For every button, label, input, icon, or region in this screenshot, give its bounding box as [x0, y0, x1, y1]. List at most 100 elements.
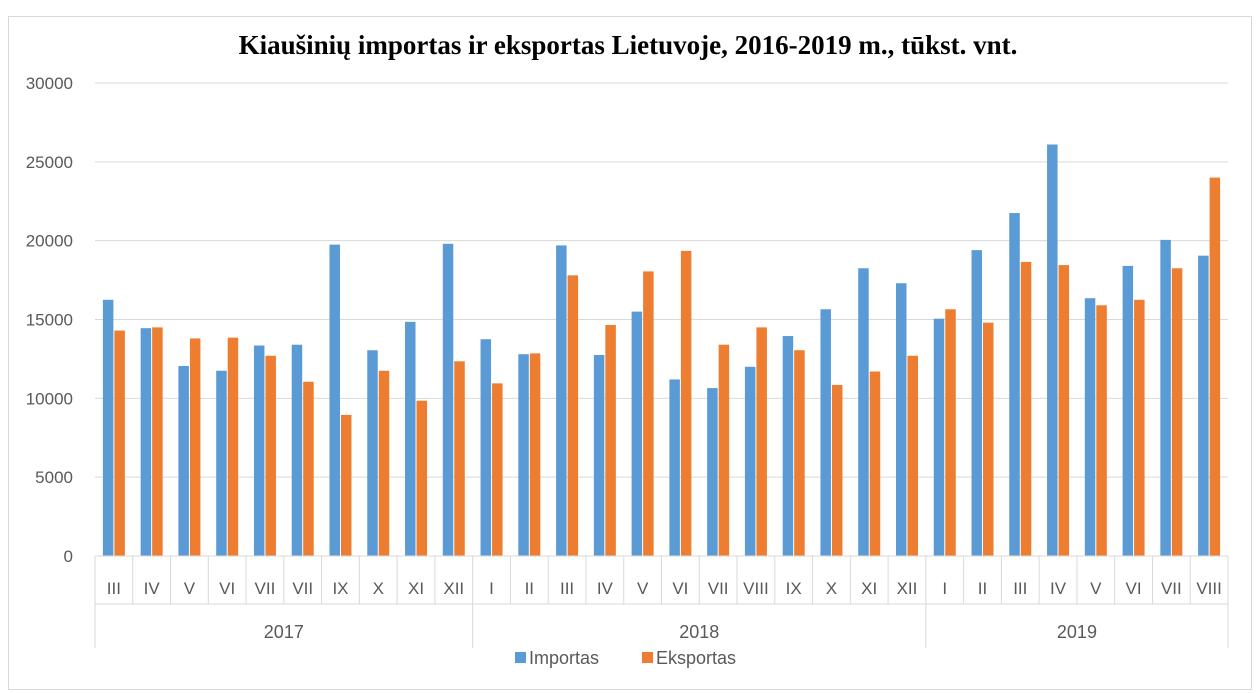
category-label: X	[826, 579, 837, 598]
bar-importas	[933, 318, 945, 556]
category-label: II	[525, 579, 534, 598]
bar-eksportas	[340, 414, 352, 556]
bar-importas	[216, 370, 227, 556]
bar-eksportas	[567, 275, 579, 556]
category-label: IV	[597, 579, 614, 598]
chart-frame	[8, 16, 1252, 690]
bar-eksportas	[718, 344, 730, 556]
legend-swatch-eksportas	[642, 652, 653, 663]
bar-importas	[442, 243, 454, 556]
category-label: X	[373, 579, 384, 598]
category-label: I	[942, 579, 947, 598]
year-group-label: 2018	[679, 622, 719, 642]
category-label: IV	[144, 579, 161, 598]
bar-importas	[480, 339, 492, 556]
bar-importas	[1160, 239, 1171, 556]
category-label: XI	[861, 579, 877, 598]
bar-eksportas	[794, 350, 805, 556]
bar-eksportas	[227, 337, 239, 556]
bar-importas	[140, 328, 152, 556]
bar-eksportas	[1209, 177, 1221, 556]
category-label: V	[1090, 579, 1102, 598]
category-label: II	[978, 579, 987, 598]
category-label: VIII	[743, 579, 769, 598]
y-tick-label: 30000	[26, 74, 73, 93]
category-label: VI	[219, 579, 235, 598]
bar-eksportas	[1171, 268, 1183, 556]
bar-eksportas	[907, 355, 918, 556]
bar-eksportas	[756, 327, 767, 556]
bar-eksportas	[189, 338, 201, 556]
chart-title: Kiaušinių importas ir eksportas Lietuvoj…	[238, 30, 1018, 60]
category-label: V	[637, 579, 649, 598]
bar-eksportas	[529, 353, 541, 556]
category-label: VII	[1161, 579, 1182, 598]
category-label: I	[489, 579, 494, 598]
bar-importas	[707, 388, 718, 556]
bar-eksportas	[1058, 265, 1070, 556]
bar-eksportas	[1134, 299, 1145, 556]
bar-importas	[1009, 213, 1020, 556]
bar-importas	[102, 299, 114, 556]
bar-importas	[895, 283, 907, 556]
bar-eksportas	[378, 370, 390, 556]
bar-importas	[669, 379, 680, 556]
bar-importas	[1047, 144, 1058, 557]
bar-eksportas	[114, 330, 125, 556]
bar-importas	[593, 354, 605, 556]
category-label: VII	[708, 579, 729, 598]
category-label: XII	[443, 579, 464, 598]
bar-eksportas	[643, 271, 654, 556]
y-tick-label: 10000	[26, 389, 73, 408]
bar-importas	[178, 366, 189, 556]
bar-importas	[858, 268, 869, 556]
bar-importas	[782, 336, 794, 556]
bar-importas	[518, 354, 529, 556]
legend: Importas Eksportas	[515, 648, 736, 668]
bar-eksportas	[983, 322, 994, 556]
bar-importas	[631, 311, 643, 556]
y-tick-label: 0	[64, 547, 73, 566]
bar-eksportas	[303, 381, 314, 556]
category-label: VII	[255, 579, 276, 598]
bar-importas	[556, 245, 567, 556]
y-tick-label: 20000	[26, 232, 73, 251]
bar-importas	[291, 344, 303, 556]
bar-importas	[405, 321, 416, 556]
bar-eksportas	[680, 250, 692, 557]
bar-eksportas	[416, 400, 428, 556]
category-label: V	[184, 579, 196, 598]
year-group-label: 2017	[264, 622, 304, 642]
category-label: IX	[786, 579, 802, 598]
bar-importas	[329, 244, 340, 556]
bar-eksportas	[869, 371, 881, 556]
legend-label-eksportas: Eksportas	[656, 648, 736, 668]
bar-importas	[820, 309, 831, 556]
bar-importas	[971, 250, 983, 557]
category-label: XI	[408, 579, 424, 598]
year-group-label: 2019	[1057, 622, 1097, 642]
bar-importas	[1084, 298, 1096, 556]
y-tick-label: 25000	[26, 153, 73, 172]
y-tick-label: 15000	[26, 311, 73, 330]
category-label: III	[107, 579, 121, 598]
bar-eksportas	[945, 309, 956, 556]
category-label: VIII	[1196, 579, 1222, 598]
bar-eksportas	[265, 355, 276, 556]
bar-importas	[253, 345, 265, 556]
category-label: VII	[292, 579, 313, 598]
bar-importas	[744, 366, 756, 556]
category-label: IV	[1050, 579, 1067, 598]
category-label: IX	[332, 579, 348, 598]
category-label: VI	[1126, 579, 1142, 598]
bars	[102, 144, 1221, 557]
bar-eksportas	[152, 327, 163, 556]
bar-eksportas	[605, 325, 616, 556]
category-label: III	[560, 579, 574, 598]
bar-importas	[367, 350, 378, 556]
bar-eksportas	[454, 361, 465, 556]
y-tick-label: 5000	[35, 468, 73, 487]
bar-eksportas	[492, 383, 503, 556]
